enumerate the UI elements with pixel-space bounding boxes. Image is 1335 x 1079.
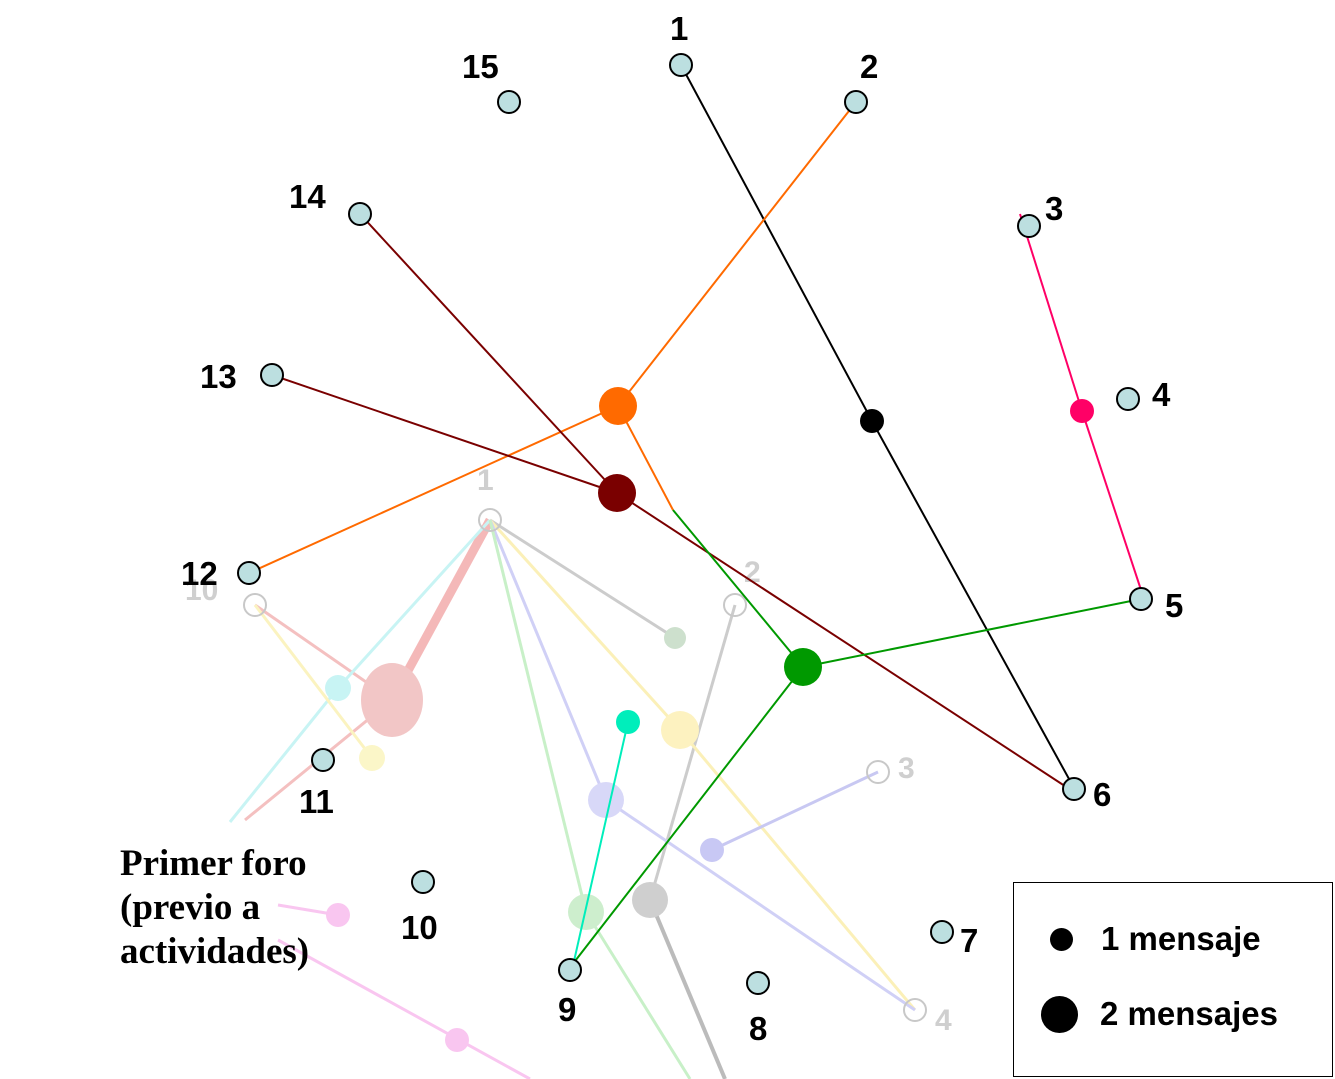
participant-node-1	[669, 53, 693, 77]
participant-node-7	[930, 920, 954, 944]
participant-node-4	[1116, 387, 1140, 411]
legend-item-1-message: 1 mensaje	[1014, 919, 1261, 959]
ghost-label: 2	[744, 556, 761, 589]
participant-node-2	[844, 90, 868, 114]
thread-edges	[248, 64, 1144, 975]
thread-edge-aqua-9	[571, 721, 629, 971]
participant-node-10	[411, 870, 435, 894]
message-dot-pink	[1070, 399, 1094, 423]
previous-forum-caption: Primer foro (previo a actividades)	[120, 842, 309, 974]
participant-label-8: 8	[749, 1010, 767, 1047]
legend-small-dot	[1050, 927, 1073, 951]
participant-label-1: 1	[670, 10, 688, 47]
thread-edge-13-6	[616, 492, 1075, 793]
thread-edge-2-12	[617, 101, 857, 407]
thread-edge-1-6	[680, 64, 873, 422]
participant-node-12	[237, 561, 261, 585]
participant-node-9	[558, 958, 582, 982]
message-dot-black	[860, 409, 884, 433]
participant-label-13: 13	[200, 358, 237, 395]
legend: 1 mensaje 2 mensajes	[1013, 882, 1333, 1077]
participant-node-5	[1129, 587, 1153, 611]
participant-label-4: 4	[1152, 376, 1171, 413]
thread-edge-3-5	[1081, 410, 1144, 597]
participant-node-3	[1017, 214, 1041, 238]
participant-label-6: 6	[1093, 776, 1111, 813]
participant-label-10: 10	[401, 909, 438, 946]
participant-label-12: 12	[181, 555, 218, 592]
participant-label-15: 15	[462, 48, 499, 85]
thread-edge-3-5	[1019, 213, 1083, 412]
thread-edge-orange-green	[617, 405, 674, 511]
legend-label: 2 mensajes	[1100, 995, 1278, 1032]
message-dot-darkred	[598, 474, 636, 512]
caption-line: Primer foro	[120, 843, 307, 884]
legend-label: 1 mensaje	[1101, 920, 1261, 957]
caption-line: (previo a	[120, 887, 261, 928]
ghost-label: 4	[935, 1004, 952, 1037]
thread-edge-5-9	[802, 598, 1142, 668]
ghost-label: 3	[898, 752, 915, 785]
message-dot-orange	[599, 387, 637, 425]
participant-node-6	[1062, 777, 1086, 801]
participant-label-3: 3	[1045, 190, 1063, 227]
message-dots	[598, 387, 1094, 734]
participant-nodes	[237, 53, 1153, 995]
participant-label-2: 2	[860, 48, 878, 85]
participant-label-14: 14	[289, 178, 326, 215]
participant-label-11: 11	[299, 783, 334, 820]
ghost-label: 10	[185, 574, 218, 607]
thread-edge-5-9	[564, 666, 804, 975]
thread-edge-14-6	[359, 213, 618, 494]
legend-large-dot	[1041, 995, 1078, 1033]
participant-labels: 1 2 3 4 5 6 7 8 9 10 11 12 13 14 15	[181, 10, 1183, 1047]
participant-node-15	[497, 90, 521, 114]
thread-edge-5-9	[672, 509, 804, 668]
participant-node-14	[348, 202, 372, 226]
previous-forum-graph: 1 2 3 4 10	[185, 464, 952, 1079]
thread-edge-13-6	[271, 374, 618, 494]
participant-label-9: 9	[558, 991, 576, 1028]
legend-item-2-messages: 2 mensajes	[1014, 994, 1278, 1034]
message-dot-green	[784, 648, 822, 686]
ghost-label: 1	[477, 464, 494, 497]
participant-node-11	[311, 748, 335, 772]
participant-label-7: 7	[960, 922, 978, 959]
participant-label-5: 5	[1165, 587, 1183, 624]
participant-node-13	[260, 363, 284, 387]
thread-edge-2-12	[248, 405, 619, 574]
message-dot-aqua	[616, 710, 640, 734]
thread-edge-1-6	[871, 420, 1075, 789]
participant-node-8	[746, 971, 770, 995]
caption-line: actividades)	[120, 931, 310, 972]
